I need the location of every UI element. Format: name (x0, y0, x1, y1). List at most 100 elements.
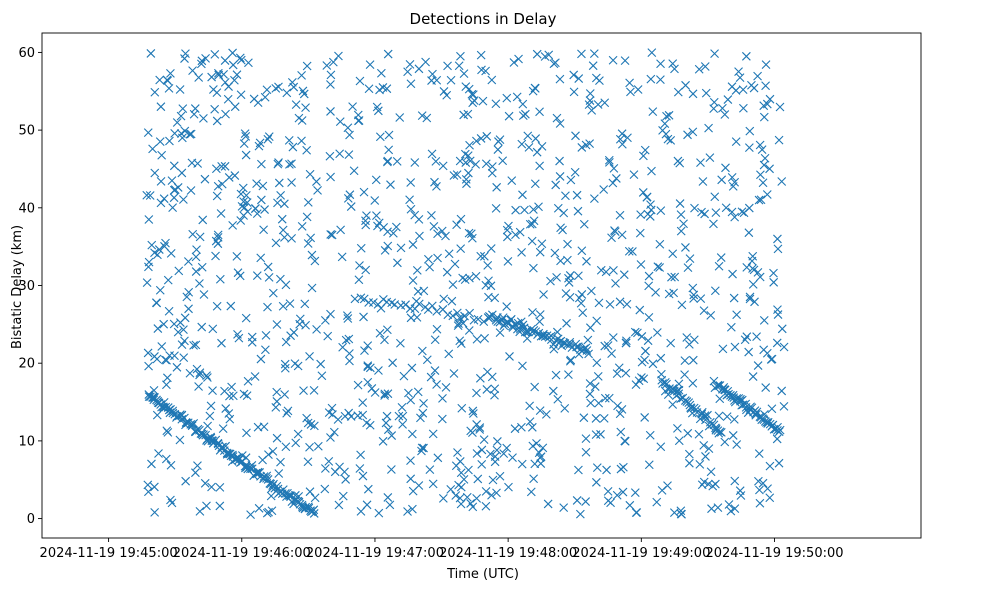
clutter-point (492, 488, 501, 498)
clutter-point (635, 228, 645, 238)
clutter-point (472, 334, 482, 344)
clutter-point (341, 475, 351, 484)
clutter-point (193, 461, 202, 470)
clutter-point (220, 161, 230, 171)
clutter-point (446, 75, 456, 85)
clutter-point (284, 135, 294, 145)
clutter-point (144, 361, 153, 371)
clutter-point (759, 160, 769, 170)
clutter-point (360, 346, 369, 356)
clutter-point (456, 482, 466, 492)
clutter-point (363, 377, 373, 387)
clutter-point (341, 335, 351, 345)
clutter-point (644, 460, 654, 470)
clutter-point (302, 212, 312, 222)
track-point (665, 384, 674, 393)
clutter-point (383, 49, 393, 59)
clutter-point (530, 382, 540, 392)
clutter-point (456, 214, 466, 224)
clutter-point (167, 498, 177, 508)
clutter-point (159, 194, 169, 204)
clutter-point (398, 411, 408, 421)
clutter-point (417, 111, 427, 121)
clutter-point (508, 453, 517, 462)
clutter-point (565, 356, 575, 366)
clutter-point (763, 484, 772, 493)
clutter-point (517, 248, 526, 257)
clutter-point (460, 149, 470, 159)
clutter-point (581, 434, 591, 444)
clutter-point (382, 84, 392, 94)
clutter-point (313, 185, 322, 195)
clutter-point (307, 250, 317, 260)
clutter-point (504, 221, 513, 231)
clutter-point (526, 487, 536, 497)
clutter-point (551, 180, 561, 190)
clutter-point (590, 194, 599, 204)
clutter-point (177, 168, 187, 178)
clutter-point (404, 388, 413, 398)
track-point (221, 441, 231, 451)
clutter-point (656, 206, 666, 216)
clutter-point (427, 149, 437, 159)
clutter-point (555, 172, 565, 181)
clutter-point (217, 338, 226, 348)
clutter-point (455, 336, 465, 346)
clutter-point (490, 457, 500, 467)
clutter-point (523, 131, 533, 141)
clutter-point (709, 97, 719, 107)
clutter-point (276, 190, 286, 200)
clutter-point (758, 478, 768, 488)
clutter-point (213, 230, 223, 240)
clutter-point (600, 341, 610, 351)
clutter-point (758, 178, 768, 188)
clutter-point (532, 147, 542, 157)
clutter-point (278, 225, 288, 235)
clutter-point (596, 265, 606, 275)
clutter-point (468, 98, 478, 108)
clutter-point (471, 271, 481, 281)
clutter-point (472, 449, 482, 458)
clutter-point (566, 175, 576, 185)
clutter-point (581, 497, 591, 506)
clutter-point (745, 126, 755, 136)
clutter-point (297, 71, 306, 80)
clutter-point (541, 409, 551, 419)
clutter-point (572, 496, 582, 505)
clutter-point (679, 219, 688, 229)
clutter-point (239, 211, 248, 220)
clutter-point (747, 256, 757, 266)
clutter-point (399, 371, 409, 381)
clutter-point (484, 276, 493, 286)
clutter-point (429, 221, 439, 231)
clutter-point (163, 76, 173, 86)
clutter-point (594, 298, 604, 308)
clutter-point (477, 445, 487, 455)
clutter-point (645, 212, 655, 221)
track-point (465, 308, 475, 318)
clutter-point (156, 198, 166, 208)
clutter-point (262, 85, 272, 95)
clutter-point (681, 243, 690, 252)
clutter-point (190, 104, 200, 113)
clutter-point (264, 507, 273, 517)
clutter-point (623, 133, 632, 143)
clutter-point (565, 292, 575, 302)
clutter-point (211, 236, 221, 246)
clutter-point (762, 190, 772, 199)
track-point (460, 311, 469, 321)
clutter-point (772, 338, 782, 348)
clutter-point (700, 209, 709, 219)
clutter-point (280, 232, 289, 242)
clutter-point (281, 280, 291, 290)
clutter-point (155, 137, 165, 147)
clutter-point (322, 61, 332, 70)
clutter-point (392, 156, 402, 166)
track-point (549, 340, 558, 349)
clutter-point (677, 509, 686, 519)
clutter-point (264, 450, 273, 460)
clutter-point (383, 389, 393, 399)
clutter-point (688, 127, 698, 137)
clutter-point (274, 82, 283, 92)
clutter-point (430, 366, 440, 375)
